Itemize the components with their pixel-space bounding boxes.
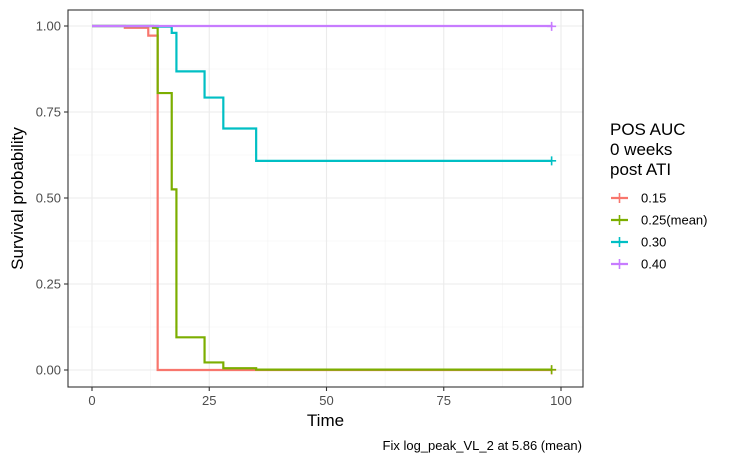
y-tick-label: 1.00 [36,19,61,34]
x-axis-title: Time [307,411,344,430]
y-tick-label: 0.00 [36,363,61,378]
legend-title-line-2: 0 weeks [610,140,672,159]
series-line-0.25(mean) [92,24,552,371]
y-axis-title: Survival probability [8,127,27,270]
x-tick-label: 0 [88,393,95,408]
y-tick-label: 0.50 [36,191,61,206]
legend: POS AUC 0 weeks post ATI 0.150.25(mean)0… [610,120,707,272]
legend-label: 0.25(mean) [641,213,707,228]
censor-mark-0.40 [547,21,557,31]
x-tick-label: 50 [319,393,333,408]
chart-caption: Fix log_peak_VL_2 at 5.86 (mean) [383,438,582,453]
x-tick-label: 100 [550,393,572,408]
axes: 0 25 50 75 100 0.00 0.25 0.50 0.75 1.00 [36,19,572,409]
legend-label: 0.30 [641,235,666,250]
x-tick-label: 75 [437,393,451,408]
series-layer [92,21,557,375]
legend-label: 0.40 [641,257,666,272]
censor-mark-0.30 [547,156,557,166]
x-tick-label: 25 [202,393,216,408]
legend-label: 0.15 [641,191,666,206]
censor-mark-0.25(mean) [547,365,557,375]
y-tick-label: 0.75 [36,105,61,120]
legend-title-line-3: post ATI [610,160,671,179]
legend-title-line-1: POS AUC [610,120,686,139]
y-tick-label: 0.25 [36,277,61,292]
legend-items: 0.15 0.25(mean) 0.30 0.40 [611,191,707,272]
